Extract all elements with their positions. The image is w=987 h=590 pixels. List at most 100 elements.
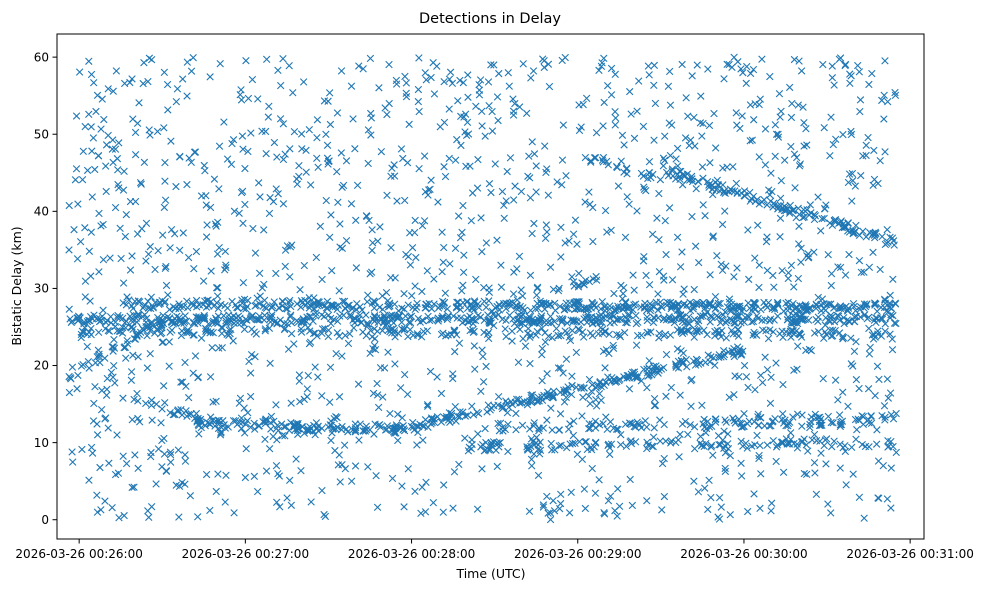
data-point: [563, 444, 571, 452]
data-point: [147, 293, 156, 301]
data-point: [627, 110, 635, 118]
data-point: [685, 327, 693, 335]
data-point: [382, 288, 391, 297]
data-point: [533, 397, 541, 406]
data-point: [567, 488, 575, 497]
data-point: [526, 425, 534, 433]
data-point: [400, 290, 408, 298]
data-point: [746, 137, 754, 145]
data-point: [871, 391, 879, 400]
data-point: [569, 317, 578, 326]
data-point: [487, 442, 496, 450]
data-point: [760, 422, 769, 430]
data-point: [586, 399, 594, 408]
data-point: [309, 329, 318, 338]
data-point: [592, 395, 600, 404]
data-point: [111, 145, 120, 153]
data-point: [527, 442, 535, 451]
data-point: [763, 266, 772, 275]
data-point: [281, 150, 289, 158]
data-point: [773, 441, 782, 449]
data-point: [634, 420, 643, 428]
data-point: [528, 229, 536, 238]
data-point: [445, 154, 453, 163]
data-point: [165, 362, 173, 370]
data-point: [662, 392, 670, 401]
data-point: [304, 323, 312, 332]
data-point: [147, 320, 155, 328]
data-point: [562, 299, 570, 307]
data-point: [153, 127, 162, 136]
data-point: [222, 263, 230, 272]
data-point: [111, 379, 119, 387]
data-point: [836, 440, 844, 448]
data-point: [645, 157, 654, 166]
data-point: [430, 275, 438, 283]
y-axis-label: Bistatic Delay (km): [9, 226, 24, 345]
data-point: [486, 406, 494, 414]
data-point: [633, 207, 641, 215]
data-point: [99, 220, 107, 229]
data-point: [819, 300, 828, 308]
data-point: [873, 362, 882, 370]
data-point: [406, 261, 415, 269]
data-point: [175, 305, 183, 313]
data-point: [161, 177, 169, 185]
data-point: [401, 370, 409, 379]
data-point: [690, 333, 698, 341]
data-point: [223, 155, 232, 163]
data-point: [299, 78, 308, 86]
data-point: [474, 409, 483, 418]
data-point: [300, 395, 308, 404]
data-point: [787, 261, 796, 270]
data-point: [543, 492, 551, 501]
data-point: [733, 330, 741, 338]
data-point: [676, 430, 684, 439]
data-point: [94, 346, 103, 354]
data-point: [777, 107, 785, 116]
data-point: [659, 272, 668, 280]
data-point: [732, 179, 741, 188]
data-point: [190, 331, 198, 339]
data-point: [181, 312, 189, 320]
data-point: [240, 404, 248, 412]
data-point: [503, 167, 511, 176]
data-point: [477, 387, 485, 396]
data-point: [122, 301, 131, 309]
data-point: [787, 142, 795, 151]
data-point: [134, 310, 143, 318]
data-point: [715, 493, 724, 502]
data-point: [468, 315, 477, 324]
data-point: [592, 272, 600, 281]
data-point: [482, 362, 490, 371]
data-point: [820, 214, 828, 223]
data-point: [774, 301, 782, 309]
data-point: [852, 221, 860, 230]
data-point: [279, 200, 288, 208]
data-point: [327, 436, 335, 445]
data-point: [673, 233, 682, 241]
data-point: [206, 373, 215, 381]
data-point: [385, 301, 393, 309]
data-point: [644, 174, 652, 183]
data-point: [364, 320, 373, 328]
data-point: [878, 232, 886, 241]
data-point: [434, 314, 442, 322]
data-point: [767, 499, 776, 507]
data-point: [633, 107, 641, 115]
data-point: [737, 437, 745, 445]
data-point: [251, 249, 260, 257]
data-point: [200, 161, 208, 170]
data-point: [881, 296, 889, 305]
data-point: [295, 162, 303, 170]
data-point: [347, 82, 356, 90]
data-point: [761, 125, 770, 133]
data-point: [192, 313, 200, 321]
data-point: [543, 165, 551, 173]
data-point: [782, 328, 790, 336]
data-point: [574, 305, 583, 313]
data-point: [587, 387, 596, 395]
data-point: [463, 118, 472, 127]
data-point: [192, 247, 201, 256]
data-point: [355, 62, 363, 70]
